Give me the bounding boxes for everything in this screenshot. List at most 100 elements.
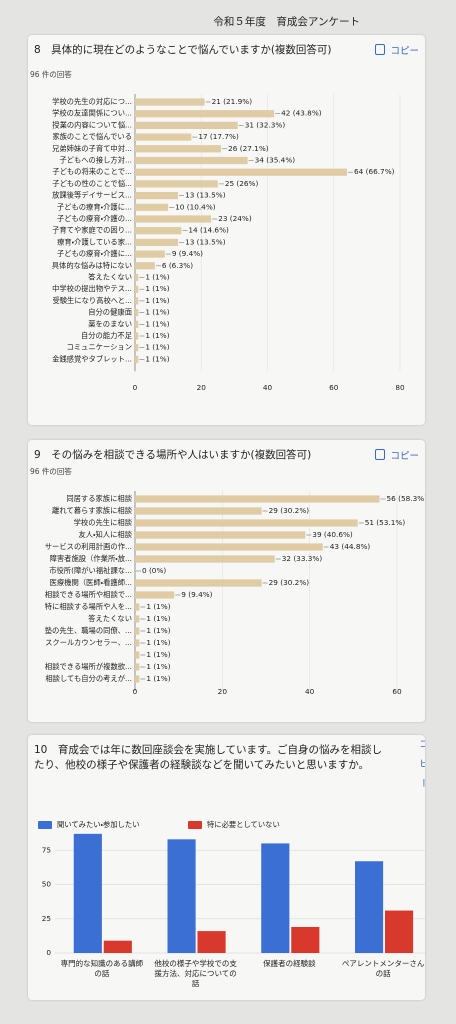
value-label: 23 (24%)	[218, 214, 252, 223]
category-label: 医療機関（医師・看護師...	[50, 578, 132, 587]
bar	[135, 507, 262, 515]
value-label: 9 (9.4%)	[172, 249, 203, 258]
bar	[135, 262, 155, 270]
x-tick-label: 20	[197, 383, 207, 392]
x-tick-label: 0	[133, 383, 138, 392]
value-label: 14 (14.6%)	[188, 226, 229, 235]
category-label: 保護者の経験談	[263, 959, 316, 968]
copy-button[interactable]: コピー	[375, 43, 419, 57]
category-label: 学校の先生に相談	[74, 518, 133, 527]
value-label: 56 (58.3%)	[387, 494, 425, 503]
category-label: 友人・知人に相談	[78, 530, 132, 539]
bar	[197, 931, 226, 953]
category-label: 子どもの療育・介護の...	[57, 214, 132, 223]
y-tick-label: 25	[42, 914, 51, 923]
y-tick-label: 0	[46, 948, 51, 957]
bar	[135, 344, 139, 352]
value-label: 1 (1%)	[146, 674, 170, 683]
bar	[385, 910, 414, 953]
category-label: 子どもの将来のことで...	[52, 167, 132, 176]
bar	[135, 675, 140, 683]
category-label: 同居する家族に相談	[66, 494, 132, 503]
bar	[135, 651, 140, 659]
category-label: 相談できる場所や相談で...	[45, 590, 132, 599]
value-label: 64 (66.7%)	[354, 167, 395, 176]
y-tick-label: 75	[42, 845, 51, 854]
value-label: 1 (1%)	[145, 284, 169, 293]
x-tick-label: 60	[392, 687, 402, 696]
category-label: 子どもの性のことで悩...	[52, 179, 132, 188]
category-label: 相談できる場所が複数欲...	[45, 662, 132, 671]
category-label: 子どもの療育・介護に...	[57, 202, 132, 211]
bar	[103, 940, 132, 953]
copy-button[interactable]: コピー	[417, 739, 425, 798]
bar	[135, 555, 275, 563]
value-label: 1 (1%)	[145, 354, 169, 363]
x-tick-label: 60	[329, 383, 339, 392]
value-label: 13 (13.5%)	[185, 191, 226, 200]
category-label: 障害者施設（作業所・放...	[50, 554, 132, 563]
value-label: 21 (21.9%)	[212, 97, 253, 106]
bar	[135, 531, 306, 539]
category-label: 放課後等デイサービス...	[52, 191, 132, 200]
bar	[135, 591, 175, 599]
category-label: 具体的な悩みは特にない	[52, 261, 132, 270]
bar	[135, 495, 380, 503]
category-label: ペアレントメンターさんの話	[341, 959, 425, 978]
value-label: 26 (27.1%)	[228, 144, 269, 153]
category-label: 市役所(障がい福祉課な...	[49, 566, 132, 575]
x-tick-label: 40	[263, 383, 273, 392]
bar	[135, 192, 179, 200]
x-tick-label: 0	[133, 687, 138, 696]
chart: 0 25 50 75 聞いてみたい・参加したい 特に必要としていない	[38, 820, 425, 957]
category-label: 療育・介護している家...	[57, 237, 132, 246]
category-label: 他校の様子や学校での支援方法、対応についての話	[154, 959, 237, 988]
bar	[135, 238, 179, 246]
bar	[135, 639, 140, 647]
bar	[135, 110, 275, 118]
copy-button[interactable]: コピー	[375, 448, 419, 462]
bar	[135, 615, 140, 623]
value-label: 39 (40.6%)	[312, 530, 353, 539]
category-label: 学校の先生の対応につ...	[52, 97, 132, 106]
legend-label: 特に必要としていない	[207, 820, 280, 829]
category-label: 特に相談する場所や人を...	[45, 602, 132, 611]
value-label: 1 (1%)	[146, 626, 170, 635]
category-label: 答えたくない	[88, 614, 132, 623]
bar	[167, 839, 196, 953]
category-label: 答えたくない	[88, 273, 132, 282]
value-label: 51 (53.1%)	[365, 518, 406, 527]
value-label: 6 (6.3%)	[162, 261, 193, 270]
bar	[135, 203, 169, 211]
value-label: 32 (33.3%)	[282, 554, 323, 563]
bar	[135, 215, 212, 223]
value-label: 0 (0%)	[142, 566, 166, 575]
bar	[135, 250, 165, 258]
question-title: 9 その悩みを相談できる場所や人はいますか(複数回答可)	[34, 449, 312, 461]
value-label: 1 (1%)	[145, 273, 169, 282]
page-title: 令和５年度 育成会アンケート	[213, 16, 360, 28]
bar	[135, 332, 139, 340]
value-label: 1 (1%)	[145, 296, 169, 305]
legend-swatch	[188, 821, 202, 829]
value-label: 17 (17.7%)	[198, 132, 239, 141]
value-label: 1 (1%)	[146, 662, 170, 671]
chart: 0 20 40 60 同居する家族に相談 56 (58.3%) 離れて暮らす家族に相談 29 …	[45, 491, 425, 696]
question-card: 9 その悩みを相談できる場所や人はいますか(複数回答可) 96 件の回答 コピー…	[28, 440, 425, 722]
question-card: 8 具体的に現在どのようなことで悩んでいますか(複数回答可) 96 件の回答 コ…	[28, 35, 425, 425]
bar	[135, 320, 139, 328]
bar	[291, 926, 320, 953]
category-label: 金銭感覚やタブレット...	[52, 354, 132, 363]
bar	[135, 285, 139, 293]
bar	[135, 273, 139, 282]
question-title: 8 具体的に現在どのようなことで悩んでいますか(複数回答可)	[34, 44, 332, 56]
bar	[135, 227, 182, 235]
value-label: 25 (26%)	[225, 179, 259, 188]
category-label: サービスの利用計画の作...	[45, 542, 132, 551]
legend-swatch	[38, 821, 52, 829]
value-label: 13 (13.5%)	[185, 237, 226, 246]
bar	[135, 133, 192, 141]
category-label: 離れて暮らす家族に相談	[52, 506, 133, 515]
value-label: 29 (30.2%)	[269, 578, 310, 587]
